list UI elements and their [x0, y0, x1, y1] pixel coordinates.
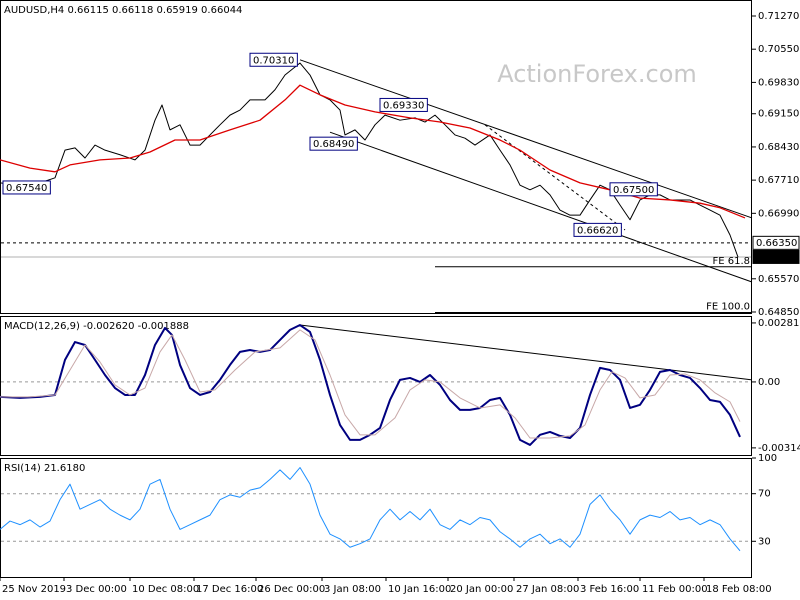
price-label: 0.70310: [253, 55, 294, 66]
y-tick-label: -0.003141: [758, 443, 800, 454]
x-tick-label: 17 Dec 16:00: [196, 584, 263, 595]
y-tick-label: 30: [758, 536, 771, 547]
price-label: 0.68490: [313, 139, 354, 150]
y-tick-label: 0.65570: [758, 274, 799, 285]
price-tag: [752, 235, 800, 250]
trendline: [484, 124, 626, 231]
x-tick-label: 10 Dec 08:00: [132, 584, 199, 595]
price-label-box: [309, 136, 358, 151]
trendline: [329, 131, 753, 283]
y-tick-label: 0.00281: [758, 318, 799, 329]
series-line: [0, 329, 741, 439]
price-label: 0.66620: [577, 225, 618, 236]
panel-frame: [0, 458, 752, 578]
x-tick-label: 26 Dec 00:00: [258, 584, 325, 595]
price-label-box: [379, 97, 428, 112]
series-line: [0, 324, 741, 446]
x-tick-label: 3 Jan 08:00: [324, 584, 381, 595]
price-tag-label: 0.66044: [756, 252, 797, 263]
x-tick-label: 20 Jan 00:00: [450, 584, 513, 595]
price-label: 0.69330: [383, 100, 424, 111]
y-tick-label: 0.68430: [758, 142, 799, 153]
panel-frame: [0, 316, 752, 456]
x-tick-label: 25 Nov 2019: [2, 584, 66, 595]
y-tick-label: 0.71270: [758, 11, 799, 22]
price-tag: [752, 249, 800, 264]
x-tick-label: 11 Feb 00:00: [642, 584, 708, 595]
y-tick-label: 100: [758, 453, 777, 464]
watermark: ActionForex.com: [497, 60, 697, 88]
x-tick-label: 3 Feb 16:00: [580, 584, 639, 595]
trendline: [299, 59, 753, 219]
y-tick-label: 70: [758, 489, 771, 500]
x-tick-label: 10 Jan 16:00: [388, 584, 451, 595]
x-tick-label: 18 Feb 08:00: [706, 584, 772, 595]
y-tick-label: 0.00: [758, 377, 780, 388]
x-tick-label: 3 Dec 00:00: [66, 584, 127, 595]
panel-title: MACD(12,26,9) -0.002620 -0.001888: [4, 321, 189, 332]
y-tick-label: 0.66990: [758, 208, 799, 219]
y-tick-label: 0.69150: [758, 109, 799, 120]
series-line: [0, 467, 741, 552]
price-label: 0.67500: [613, 185, 654, 196]
y-tick-label: 0.64850: [758, 307, 799, 318]
price-label-box: [609, 182, 658, 197]
trendline: [299, 324, 753, 381]
price-tag-label: 0.66350: [756, 238, 797, 249]
fe-label: FE 100.0: [706, 301, 750, 312]
price-label-box: [2, 180, 51, 195]
y-tick-label: 0.70550: [758, 44, 799, 55]
fe-label: FE 61.8: [712, 256, 750, 267]
panel-title: RSI(14) 21.6180: [4, 463, 85, 474]
series-line: [0, 62, 739, 258]
price-label-box: [573, 222, 622, 237]
price-label-box: [249, 52, 298, 67]
y-tick-label: 0.69830: [758, 77, 799, 88]
y-tick-label: 0.67710: [758, 175, 799, 186]
price-label: 0.67540: [6, 183, 47, 194]
panel-title: AUDUSD,H4 0.66115 0.66118 0.65919 0.6604…: [4, 5, 242, 16]
x-tick-label: 27 Jan 08:00: [516, 584, 579, 595]
